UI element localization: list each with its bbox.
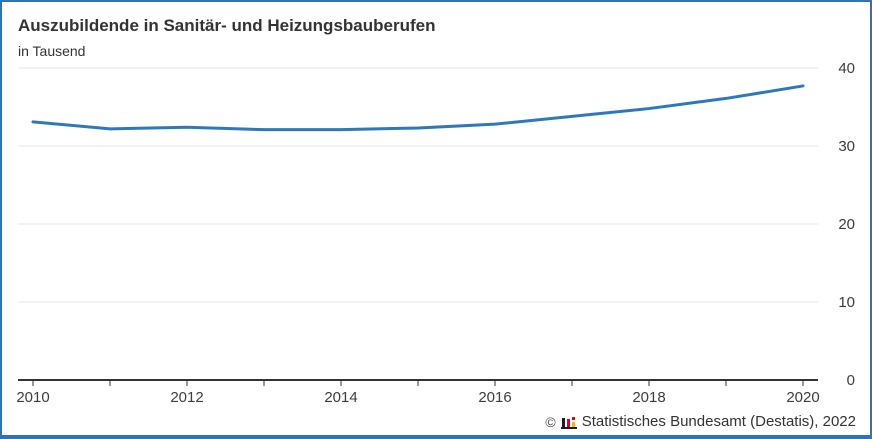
x-axis-tick-label: 2010: [16, 389, 49, 406]
x-axis-tick-label: 2014: [324, 389, 357, 406]
x-axis-tick-label: 2020: [786, 389, 819, 406]
copyright-symbol: ©: [545, 413, 556, 430]
logo-bar-red: [566, 418, 570, 427]
source-text: Statistisches Bundesamt (Destatis), 2022: [581, 413, 856, 430]
logo-baseline: [560, 426, 577, 429]
y-axis-tick-label: 0: [847, 372, 855, 389]
y-axis-tick-label: 40: [838, 60, 855, 77]
chart-subtitle: in Tausend: [18, 43, 86, 59]
y-axis-tick-label: 10: [838, 294, 855, 311]
y-axis-tick-label: 20: [838, 216, 855, 233]
logo-bar-gold: [571, 421, 575, 427]
x-axis-tick-label: 2018: [632, 389, 665, 406]
y-axis-tick-label: 30: [838, 138, 855, 155]
x-axis-tick-label: 2012: [170, 389, 203, 406]
logo-dot-red: [571, 416, 575, 420]
x-axis-tick-label: 2016: [478, 389, 511, 406]
destatis-logo-icon: [560, 415, 577, 429]
data-line-auszubildende: [31, 84, 805, 132]
source-credit: © Statistisches Bundesamt (Destatis), 20…: [545, 413, 856, 430]
logo-bar-black: [561, 417, 565, 427]
chart-header: Auszubildende in Sanitär- und Heizungsba…: [18, 16, 435, 59]
chart-title: Auszubildende in Sanitär- und Heizungsba…: [18, 16, 436, 35]
